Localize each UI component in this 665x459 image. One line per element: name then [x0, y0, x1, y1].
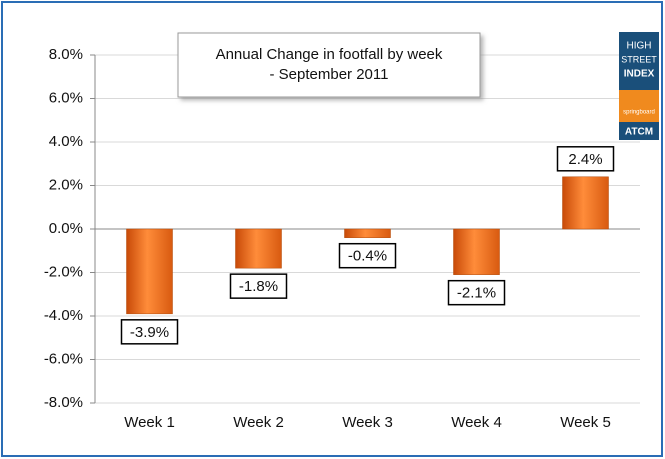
logo-text: ATCM	[625, 127, 653, 138]
title-background	[177, 32, 481, 98]
x-tick-label: Week 4	[451, 414, 502, 431]
y-tick-label: -2.0%	[44, 263, 83, 280]
bar	[126, 228, 173, 315]
bar	[344, 228, 391, 238]
logo-middle	[619, 90, 659, 122]
x-tick-label: Week 2	[233, 414, 284, 431]
x-tick-label: Week 5	[560, 414, 611, 431]
data-label-box	[556, 146, 615, 172]
data-label: -3.9%	[130, 324, 169, 341]
data-label: -2.1%	[457, 285, 496, 302]
x-tick-label: Week 3	[342, 414, 393, 431]
data-label-box	[338, 242, 397, 269]
logo-text: INDEX	[624, 69, 655, 80]
y-tick-label: 2.0%	[49, 176, 83, 193]
logo-text: STREET	[621, 54, 657, 64]
chart-subtitle: - September 2011	[270, 66, 389, 83]
logo-text: springboard	[623, 110, 655, 116]
title-box: Annual Change in footfall by week - Sept…	[177, 32, 481, 98]
logo-text: HIGH	[627, 41, 652, 52]
logo-bottom	[619, 122, 659, 140]
logo: HIGH STREET INDEX springboard ATCM	[619, 32, 659, 140]
x-tick-label: Week 1	[124, 414, 175, 431]
data-label-box	[447, 279, 506, 306]
y-tick-label: 4.0%	[49, 133, 83, 150]
data-label-box	[229, 273, 288, 299]
y-tick-label: 0.0%	[49, 220, 83, 237]
bar	[562, 176, 609, 230]
y-tick-label: 6.0%	[49, 89, 83, 106]
y-tick-label: -8.0%	[44, 394, 83, 411]
chart-title: Annual Change in footfall by week	[216, 46, 443, 63]
data-label: 2.4%	[568, 151, 602, 168]
y-tick-label: 8.0%	[49, 46, 83, 63]
data-label: -0.4%	[348, 248, 387, 265]
y-tick-label: -6.0%	[44, 350, 83, 367]
y-tick-label: -4.0%	[44, 307, 83, 324]
bar	[235, 228, 282, 269]
data-label-box	[120, 319, 179, 345]
logo-top	[619, 32, 659, 90]
data-label: -1.8%	[239, 278, 278, 295]
bar	[453, 228, 500, 275]
plot-area: -8.0% -6.0% -4.0% -2.0% 0.0% 2.0% 4.0% 6.0% 8.0%…	[44, 46, 640, 431]
